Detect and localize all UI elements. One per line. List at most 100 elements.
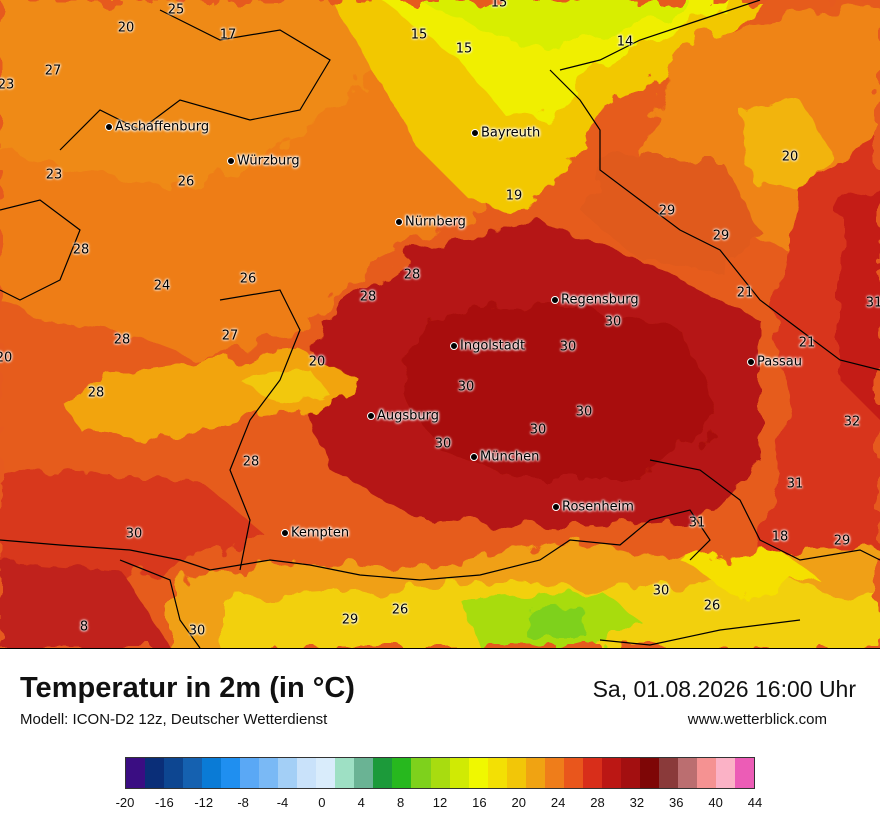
color-scale-step <box>639 758 659 788</box>
color-scale-step <box>183 758 203 788</box>
temperature-value: 26 <box>177 174 195 190</box>
color-scale-tick-label: 32 <box>629 795 645 810</box>
color-scale-tick-label: 36 <box>669 795 684 810</box>
color-scale-step <box>696 758 716 788</box>
temperature-value: 28 <box>113 332 131 348</box>
color-scale-step <box>563 758 583 788</box>
color-scale-tick-label: 0 <box>318 795 326 810</box>
color-scale-step <box>487 758 507 788</box>
temperature-value: 20 <box>308 354 326 370</box>
color-scale-tick-label: -8 <box>237 795 249 810</box>
temperature-value: 23 <box>0 77 15 93</box>
temperature-value: 15 <box>410 27 428 43</box>
color-scale-step <box>525 758 545 788</box>
color-scale-tick-label: -20 <box>115 795 135 810</box>
temperature-value: 15 <box>455 41 473 57</box>
city-marker: Ingolstadt <box>450 338 525 354</box>
color-scale-tick-label: -16 <box>154 795 174 810</box>
temperature-value: 30 <box>575 404 593 420</box>
color-scale-step <box>620 758 640 788</box>
city-dot-icon <box>367 411 375 420</box>
color-scale-step <box>468 758 488 788</box>
city-dot-icon <box>227 156 235 165</box>
temperature-value: 18 <box>771 529 789 545</box>
color-scale-tick-label: 24 <box>550 795 566 810</box>
city-name: Augsburg <box>377 408 440 424</box>
color-scale-step <box>373 758 393 788</box>
city-name: Würzburg <box>237 153 300 169</box>
color-scale-step <box>354 758 374 788</box>
temperature-value: 30 <box>559 339 577 355</box>
color-scale-step <box>145 758 165 788</box>
city-dot-icon <box>395 217 403 226</box>
city-marker: Nürnberg <box>395 214 466 230</box>
temperature-field <box>0 0 880 648</box>
model-subtitle: Modell: ICON-D2 12z, Deutscher Wetterdie… <box>20 711 328 728</box>
color-scale-tick-label: 8 <box>397 795 405 810</box>
website-link[interactable]: www.wetterblick.com <box>687 711 827 728</box>
color-scale-step <box>677 758 697 788</box>
city-marker: München <box>470 449 539 465</box>
temperature-value: 27 <box>44 63 62 79</box>
color-scale-step <box>164 758 184 788</box>
city-name: Bayreuth <box>481 125 541 141</box>
color-scale-step <box>335 758 355 788</box>
city-name: Ingolstadt <box>460 338 526 354</box>
temperature-value: 30 <box>652 583 670 599</box>
city-dot-icon <box>450 341 458 350</box>
city-name: Rosenheim <box>562 499 634 515</box>
temperature-value: 30 <box>457 379 475 395</box>
city-dot-icon <box>471 128 479 137</box>
temperature-value: 24 <box>153 278 171 294</box>
city-marker: Augsburg <box>367 408 439 424</box>
temperature-value: 8 <box>79 619 89 635</box>
city-dot-icon <box>105 122 113 131</box>
temperature-value: 26 <box>703 598 721 614</box>
color-scale-tick-label: 16 <box>472 795 487 810</box>
color-scale-step <box>601 758 621 788</box>
color-scale-step <box>278 758 298 788</box>
color-scale-step <box>430 758 450 788</box>
temperature-value: 28 <box>242 454 260 470</box>
temperature-value: 26 <box>391 602 409 618</box>
temperature-value: 26 <box>239 271 257 287</box>
color-scale-step <box>259 758 279 788</box>
temperature-value: 15 <box>490 0 508 11</box>
temperature-value: 20 <box>117 20 135 36</box>
temperature-value: 28 <box>359 289 377 305</box>
temperature-value: 17 <box>219 27 237 43</box>
color-scale-tick-label: 44 <box>747 795 763 810</box>
color-scale-step <box>658 758 678 788</box>
color-scale-step <box>240 758 260 788</box>
city-marker: Würzburg <box>227 153 300 169</box>
color-scale-tick-label: 40 <box>708 795 723 810</box>
color-scale-tick-label: 12 <box>432 795 448 810</box>
temperature-value: 30 <box>125 526 143 542</box>
city-name: Kempten <box>291 525 350 541</box>
city-marker: Rosenheim <box>552 499 634 515</box>
color-scale-step <box>221 758 241 788</box>
temperature-value: 29 <box>712 228 730 244</box>
color-scale-step <box>449 758 469 788</box>
color-scale-step <box>544 758 564 788</box>
city-marker: Regensburg <box>551 292 639 308</box>
temperature-value: 27 <box>221 328 239 344</box>
city-dot-icon <box>552 502 560 511</box>
page-title: Temperatur in 2m (in °C) <box>20 672 355 704</box>
temperature-value: 30 <box>188 623 206 639</box>
temperature-value: 31 <box>786 476 804 492</box>
color-scale-step <box>506 758 526 788</box>
city-dot-icon <box>470 452 478 461</box>
city-dot-icon <box>747 357 755 366</box>
city-dot-icon <box>551 295 559 304</box>
city-name: Regensburg <box>561 292 639 308</box>
color-scale-step <box>735 758 755 788</box>
city-name: Passau <box>757 354 802 370</box>
temperature-value: 31 <box>688 515 706 531</box>
color-scale-tick-label: -4 <box>276 795 289 810</box>
temperature-value: 20 <box>781 149 799 165</box>
temperature-value: 30 <box>529 422 547 438</box>
color-scale-tick-label: 20 <box>511 795 526 810</box>
color-scale-bar <box>125 757 755 789</box>
temperature-value: 21 <box>736 285 754 301</box>
